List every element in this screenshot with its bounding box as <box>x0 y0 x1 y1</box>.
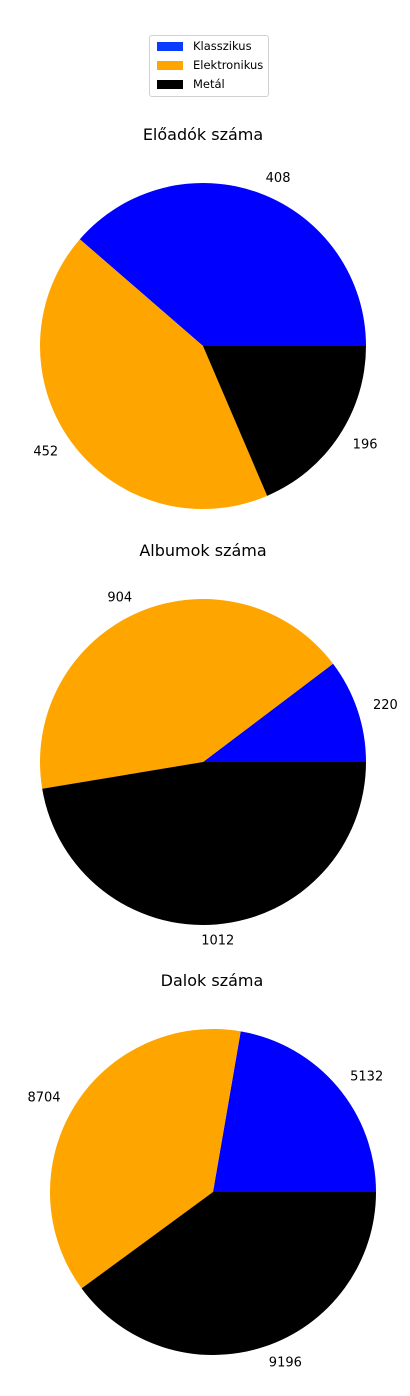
pie-slice-klasszikus <box>203 663 366 762</box>
pie-slice-metal <box>203 346 366 496</box>
pie-slice-klasszikus <box>79 183 367 346</box>
pie-chart-albumok: 220 904 1012 Albumok száma <box>39 541 398 949</box>
pie-slice-metal <box>42 762 367 926</box>
chart-title: Dalok száma <box>161 971 264 990</box>
pie-slice-metal <box>81 1192 377 1355</box>
pie-slice-klasszikus <box>213 1031 376 1192</box>
legend-label: Elektronikus <box>193 58 264 72</box>
chart-title: Albumok száma <box>139 541 266 560</box>
slice-value-label: 9196 <box>269 1355 302 1370</box>
legend-swatch <box>157 42 183 51</box>
legend-swatch <box>157 61 183 70</box>
pie-chart-dalok: 5132 8704 9196 Dalok száma <box>27 971 383 1370</box>
chart-title: Előadók száma <box>143 125 263 144</box>
slice-value-label: 408 <box>266 171 291 186</box>
slice-value-label: 904 <box>107 590 132 605</box>
slice-value-label: 196 <box>353 438 378 453</box>
pie-slice-elektronikus <box>40 239 268 510</box>
pie-chart-eloadok: 408 452 196 Előadók száma <box>33 125 378 510</box>
slice-value-label: 452 <box>33 445 58 460</box>
slice-value-label: 220 <box>373 698 398 713</box>
pie-slice-elektronikus <box>49 1029 241 1289</box>
pie-slice-elektronikus <box>39 598 334 789</box>
legend-label: Metál <box>193 77 225 91</box>
slice-value-label: 5132 <box>350 1069 383 1084</box>
legend-label: Klasszikus <box>193 39 252 53</box>
slice-value-label: 8704 <box>27 1091 60 1106</box>
legend: Klasszikus Elektronikus Metál <box>149 35 269 97</box>
slice-value-label: 1012 <box>201 934 234 949</box>
legend-swatch <box>157 80 183 89</box>
